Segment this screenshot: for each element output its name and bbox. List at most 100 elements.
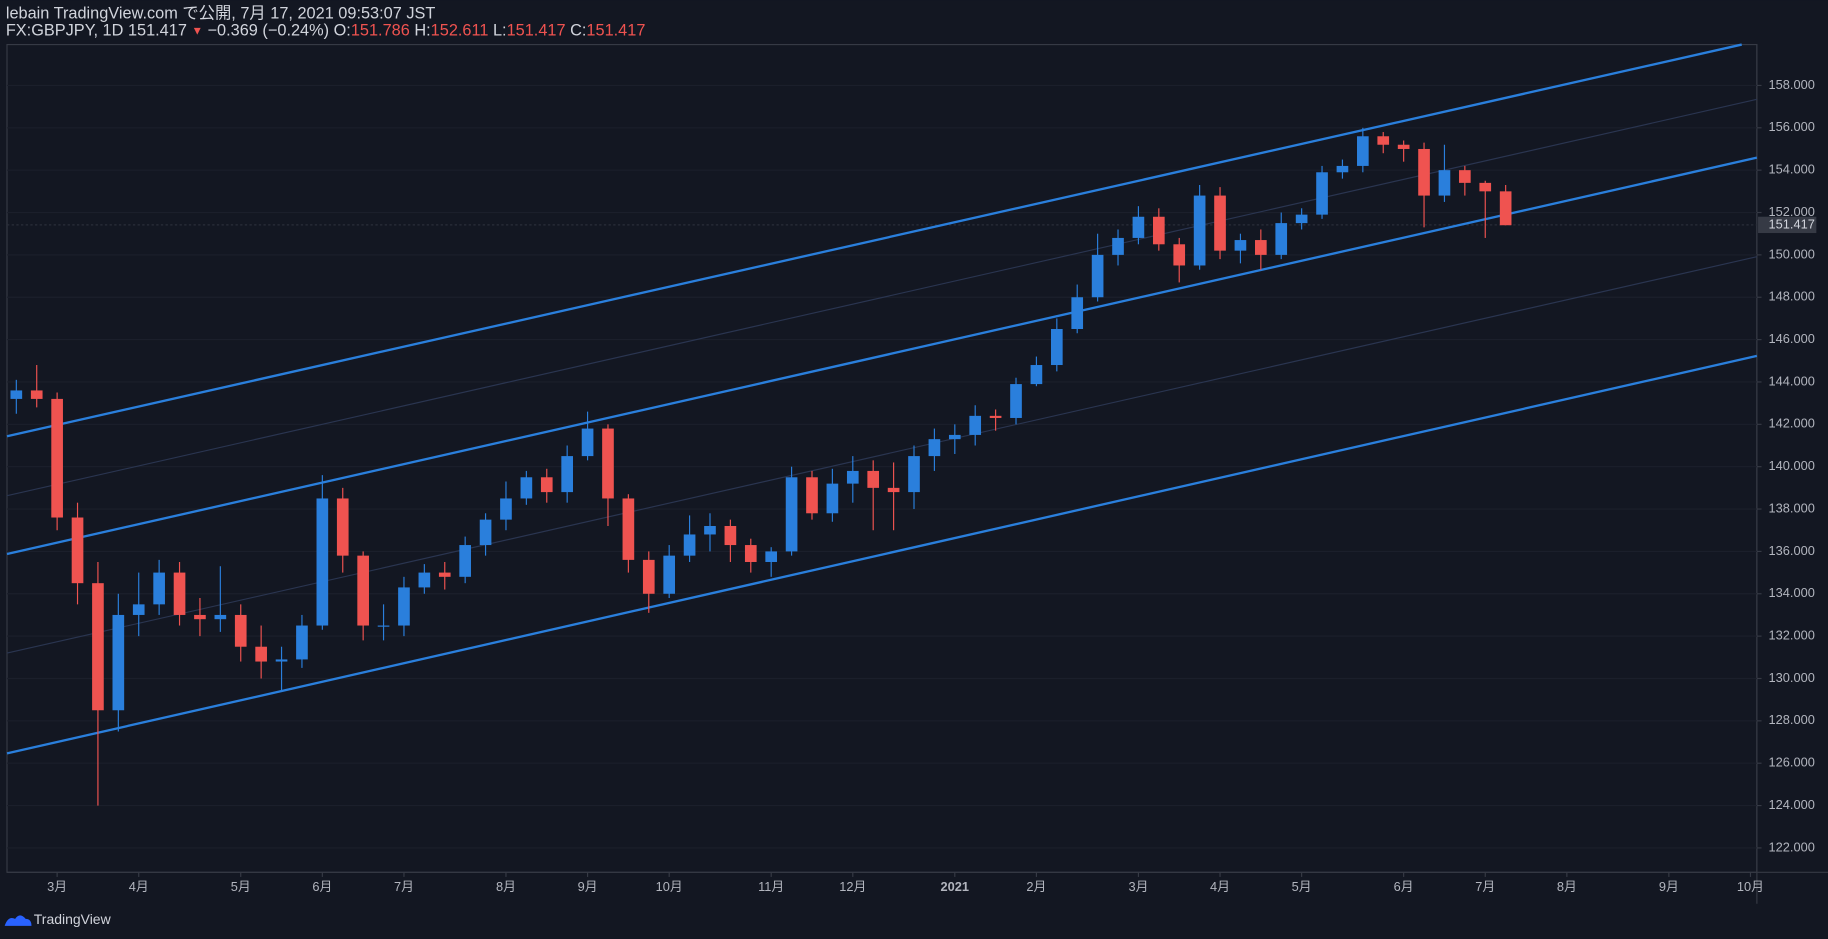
candle-body (1112, 237, 1124, 255)
x-tick-label: 4月 (1210, 879, 1230, 894)
change: −0.369 (−0.24%) (208, 22, 330, 40)
candle-body (1010, 384, 1022, 418)
y-tick-label: 146.000 (1769, 331, 1815, 346)
candle-body (1438, 170, 1451, 196)
candle-body (602, 428, 614, 499)
low: 151.417 (507, 22, 566, 40)
candle-body (1193, 195, 1206, 266)
candle-body (173, 572, 186, 615)
candle-body (132, 604, 145, 615)
candle-body (214, 614, 227, 620)
candle-body (1255, 240, 1267, 255)
x-tick-label: 5月 (1292, 879, 1312, 894)
candle-body (459, 545, 471, 577)
candle-body (989, 415, 1002, 418)
x-tick-label: 11月 (758, 879, 784, 894)
x-tick-label: 6月 (1394, 879, 1414, 894)
candle-body (1316, 172, 1328, 215)
y-tick-label: 130.000 (1769, 670, 1815, 685)
candle-body (479, 519, 492, 546)
footer: TradingView (4, 911, 112, 927)
symbol-line: FX:GBPJPY, 1D 151.417 ▼ −0.369 (−0.24%) … (6, 22, 646, 40)
last-price-label: 151.417 (1769, 216, 1815, 231)
x-tick-label: 5月 (231, 879, 251, 894)
x-tick-label: 4月 (129, 879, 149, 894)
candle-body (71, 517, 84, 584)
y-tick-label: 144.000 (1769, 373, 1815, 388)
candle-body (540, 477, 553, 493)
x-tick-label: 3月 (47, 879, 67, 894)
candles (10, 127, 1512, 806)
y-tick-label: 156.000 (1769, 119, 1815, 134)
channel-quarter (6, 98, 1758, 497)
candle-body (581, 428, 594, 457)
candle-body (1132, 216, 1145, 238)
channel-quarter (6, 256, 1758, 654)
candle-body (296, 625, 308, 660)
candle-body (1397, 144, 1410, 149)
channel-top (6, 43, 1742, 438)
y-tick-label: 136.000 (1769, 543, 1815, 558)
publisher: lebain TradingView.com で公開, 7月 17, 2021 … (6, 5, 436, 23)
axes: 122.000 124.000 126.000 128.000 130.000 132.0… (47, 77, 1817, 894)
candle-body (1275, 223, 1288, 255)
candle-body (765, 551, 778, 562)
y-tick-label: 150.000 (1769, 246, 1815, 261)
candle-body (642, 559, 655, 594)
brand: TradingView (34, 911, 112, 927)
candle-body (704, 525, 716, 535)
candle-body (928, 439, 941, 457)
high-label: H: (414, 22, 430, 40)
channel-bottom (6, 354, 1758, 755)
open-label: O: (334, 22, 351, 40)
candle-body (398, 587, 410, 626)
candle-body (867, 470, 880, 488)
candle-body (1071, 297, 1084, 330)
candle-body (255, 646, 267, 662)
logo-icon (4, 915, 32, 926)
candle-body (500, 498, 512, 520)
candle-body (1336, 165, 1349, 173)
x-tick-label: 8月 (496, 879, 516, 894)
candle-body (30, 390, 43, 399)
candle-body (1030, 365, 1043, 385)
candle-body (377, 625, 390, 627)
x-tick-label: 2021 (941, 879, 970, 894)
y-tick-label: 132.000 (1769, 628, 1815, 643)
candle-body (10, 390, 23, 399)
symbol: FX:GBPJPY, 1D (6, 22, 124, 40)
candle-body (92, 583, 104, 711)
candle-body (1050, 329, 1063, 366)
candle-body (194, 614, 206, 620)
y-tick-label: 128.000 (1769, 712, 1815, 727)
candle-body (1357, 136, 1369, 166)
x-tick-label: 7月 (394, 879, 414, 894)
candle-body (275, 659, 288, 662)
candle-body (418, 572, 431, 588)
candle-body (785, 477, 798, 552)
x-tick-label: 7月 (1475, 879, 1495, 894)
candle-body (887, 487, 900, 493)
y-tick-label: 148.000 (1769, 289, 1815, 304)
candle-body (153, 572, 165, 605)
grid (6, 84, 1757, 849)
candle-body (1479, 182, 1492, 192)
last-price-box (1758, 216, 1817, 234)
candle-body (969, 415, 982, 435)
candle-body (234, 614, 247, 647)
candle-body (336, 498, 349, 556)
candle-body (622, 498, 635, 560)
candle-body (744, 545, 757, 562)
y-tick-label: 134.000 (1769, 585, 1815, 600)
x-tick-label: 10月 (656, 879, 683, 894)
candle-body (1418, 148, 1430, 196)
candle-body (561, 456, 573, 493)
y-tick-label: 124.000 (1769, 797, 1815, 812)
candle-body (683, 534, 696, 556)
y-tick-label: 158.000 (1769, 77, 1815, 92)
candle-body (1499, 191, 1512, 226)
candle-body (316, 498, 329, 626)
candle-body (1173, 244, 1186, 266)
candle-body (1234, 240, 1247, 251)
